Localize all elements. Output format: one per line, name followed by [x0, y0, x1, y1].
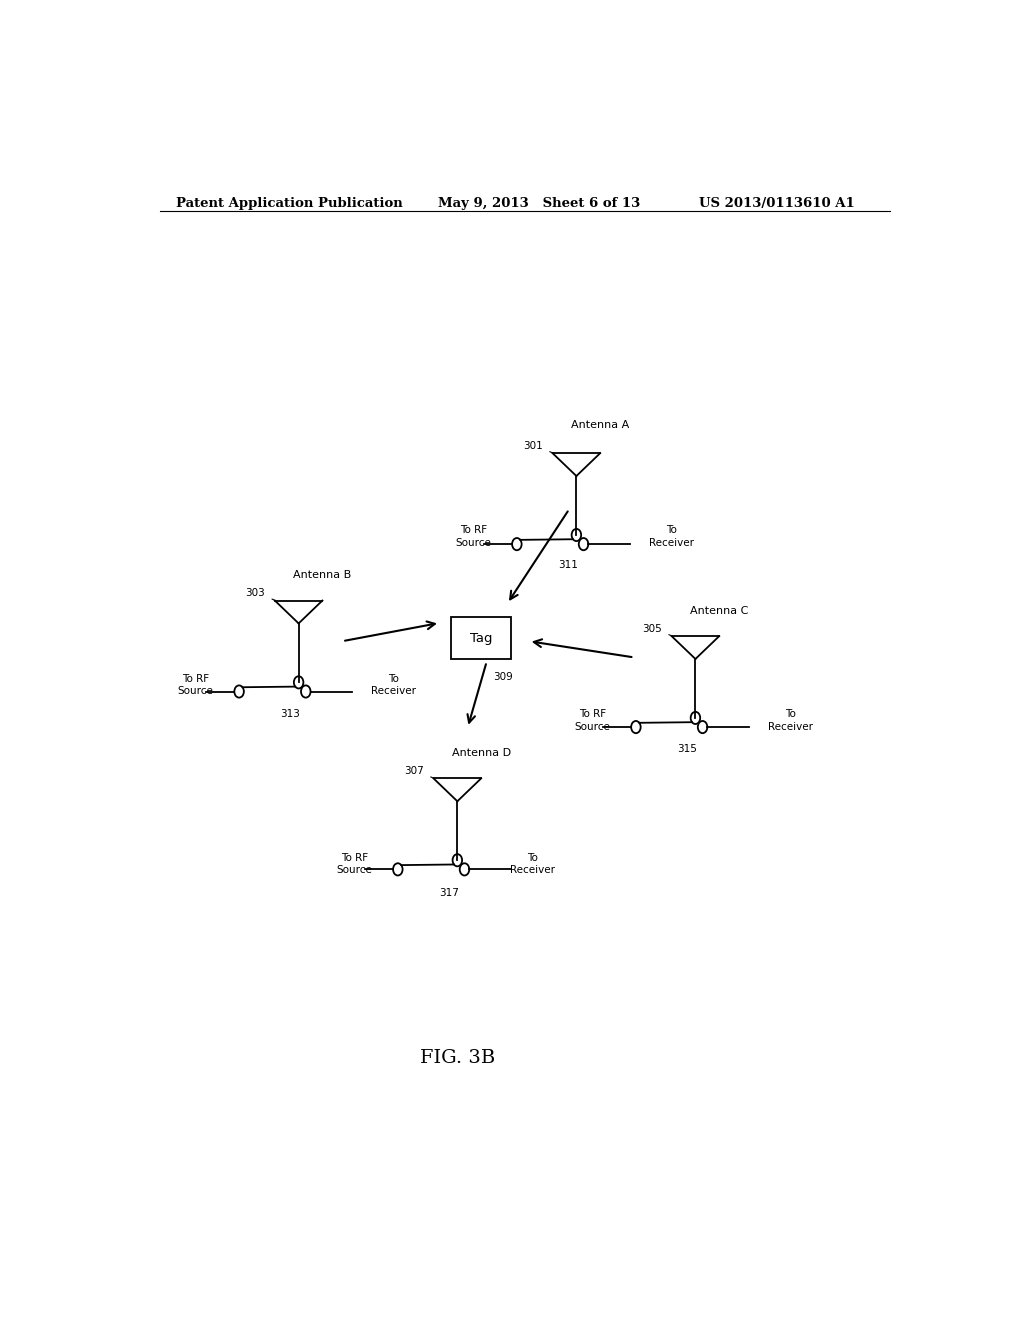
Text: To RF
Source: To RF Source — [336, 853, 372, 875]
Text: Antenna A: Antenna A — [570, 420, 629, 430]
Text: 311: 311 — [558, 560, 578, 570]
Text: To
Receiver: To Receiver — [510, 853, 555, 875]
Text: 301: 301 — [523, 441, 543, 451]
Text: 307: 307 — [404, 767, 424, 776]
Text: May 9, 2013   Sheet 6 of 13: May 9, 2013 Sheet 6 of 13 — [437, 197, 640, 210]
Text: 317: 317 — [438, 888, 459, 898]
Text: Antenna C: Antenna C — [690, 606, 749, 615]
Text: 315: 315 — [677, 744, 696, 754]
Text: 303: 303 — [246, 589, 265, 598]
Text: 309: 309 — [494, 672, 513, 681]
FancyBboxPatch shape — [452, 616, 511, 660]
Text: Antenna D: Antenna D — [452, 748, 511, 758]
Text: US 2013/0113610 A1: US 2013/0113610 A1 — [699, 197, 855, 210]
Text: To RF
Source: To RF Source — [177, 673, 213, 696]
Text: FIG. 3B: FIG. 3B — [420, 1049, 495, 1067]
Text: To
Receiver: To Receiver — [768, 709, 813, 731]
Text: 305: 305 — [642, 624, 663, 634]
Text: To
Receiver: To Receiver — [372, 673, 417, 696]
Text: Patent Application Publication: Patent Application Publication — [176, 197, 402, 210]
Text: To
Receiver: To Receiver — [649, 525, 694, 548]
Text: To RF
Source: To RF Source — [574, 709, 610, 731]
Text: To RF
Source: To RF Source — [456, 525, 492, 548]
Text: 313: 313 — [280, 709, 300, 719]
Text: Tag: Tag — [470, 632, 493, 644]
Text: Antenna B: Antenna B — [293, 570, 351, 581]
